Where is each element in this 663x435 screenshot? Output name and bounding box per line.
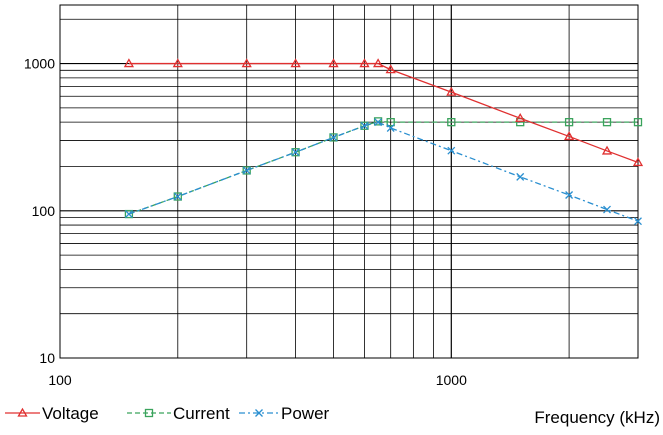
power-point [603,205,611,214]
voltage-point [241,58,252,68]
legend-label: Voltage [42,404,99,423]
x-tick-label: 1000 [436,372,467,388]
voltage-point [372,58,384,68]
power-point [329,133,338,142]
power-point [124,210,133,219]
legend-label: Current [173,404,230,423]
power-point [447,146,456,155]
power-point [291,148,300,157]
voltage-point [563,131,575,141]
legend-label: Power [281,404,330,423]
voltage-point [123,58,135,68]
legend-marker [17,407,28,417]
tick-labels: 10 100 1000 100 1000 [24,56,467,388]
series-voltage [123,58,644,167]
legend-item-power: Power [239,404,330,423]
power-point [516,172,525,181]
y-tick-label: 100 [32,203,56,219]
current-point [373,117,383,126]
power-point [374,118,383,127]
x-axis-title: Frequency (kHz) [534,408,660,427]
voltage-point [359,58,370,68]
current-point [447,118,456,127]
voltage-point [172,58,183,68]
voltage-point [515,112,526,122]
power-point [634,217,642,226]
legend-item-current: Current [127,404,230,423]
voltage-point [290,58,301,68]
series-layer [123,58,644,226]
current-point [329,133,338,142]
current-point [564,118,574,127]
y-tick-label: 10 [39,350,55,366]
power-point [386,124,395,132]
plot-frame [59,4,639,359]
series-power [124,118,642,226]
x-tick-label: 100 [48,372,72,388]
voltage-point [385,64,396,74]
current-point [360,121,369,130]
power-point [360,121,369,130]
voltage-line [128,62,639,164]
current-point [242,166,251,175]
power-point [242,166,251,175]
current-point [386,118,395,127]
power-point [565,191,574,199]
legend-item-voltage: Voltage [5,404,99,423]
grid-lines [60,5,638,358]
legend-marker [144,408,154,418]
power-line [128,121,639,222]
current-point [602,118,612,127]
voltage-point [328,58,339,68]
current-point [173,192,182,201]
voltage-point [632,157,644,167]
legend-marker [255,409,263,417]
current-point [633,118,643,127]
power-point [173,192,182,201]
y-tick-label: 1000 [24,56,55,72]
legend: Voltage Current Power [5,404,330,423]
series-current [124,117,643,219]
voltage-point [601,145,613,155]
current-point [291,148,300,157]
current-point [124,209,134,219]
voltage-point [446,86,457,96]
current-line [128,120,638,215]
